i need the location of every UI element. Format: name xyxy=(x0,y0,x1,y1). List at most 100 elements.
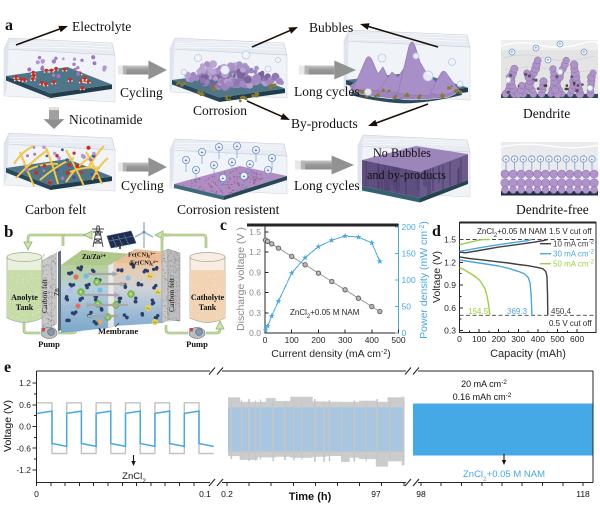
svg-text:0.3: 0.3 xyxy=(444,326,456,336)
svg-text:Dendrite: Dendrite xyxy=(523,106,570,121)
svg-text:500: 500 xyxy=(391,335,405,345)
svg-text:-1.2: -1.2 xyxy=(16,465,31,475)
svg-text:a: a xyxy=(5,17,13,34)
svg-text:+: + xyxy=(556,157,559,162)
svg-text:+: + xyxy=(236,144,239,150)
svg-text:Carbon felt: Carbon felt xyxy=(40,278,49,313)
svg-text:Time (h): Time (h) xyxy=(289,491,332,503)
svg-text:0.3: 0.3 xyxy=(249,308,261,318)
svg-text:Dendrite-free: Dendrite-free xyxy=(516,202,589,217)
svg-text:300: 300 xyxy=(511,334,525,344)
svg-text:0: 0 xyxy=(457,334,462,344)
svg-text:400: 400 xyxy=(531,334,545,344)
svg-text:Pump: Pump xyxy=(38,339,60,349)
svg-text:Tank: Tank xyxy=(199,303,217,312)
svg-text:+: + xyxy=(547,58,550,63)
svg-text:369.3: 369.3 xyxy=(507,307,528,316)
svg-text:+: + xyxy=(195,168,198,174)
svg-text:+: + xyxy=(511,50,514,55)
svg-text:50: 50 xyxy=(402,302,412,312)
svg-text:1.2: 1.2 xyxy=(444,257,456,267)
svg-text:150: 150 xyxy=(402,249,416,259)
svg-text:0: 0 xyxy=(263,335,268,345)
svg-text:Long cycles: Long cycles xyxy=(294,178,360,193)
svg-text:118: 118 xyxy=(576,489,590,499)
svg-text:0: 0 xyxy=(34,489,39,499)
svg-text:+: + xyxy=(582,157,585,162)
svg-text:Nicotinamide: Nicotinamide xyxy=(69,112,142,127)
svg-text:1.2: 1.2 xyxy=(19,378,31,388)
svg-text:-0.6: -0.6 xyxy=(16,443,31,453)
svg-text:+: + xyxy=(513,157,516,162)
svg-text:Fe(CN)₆³⁻: Fe(CN)₆³⁻ xyxy=(128,252,155,259)
svg-text:0.16 mAh cm-2: 0.16 mAh cm-2 xyxy=(453,392,512,403)
svg-text:Catholyte: Catholyte xyxy=(191,293,225,302)
svg-text:100: 100 xyxy=(285,335,299,345)
svg-text:Capacity (mAh): Capacity (mAh) xyxy=(490,348,566,360)
svg-text:+: + xyxy=(213,163,216,169)
svg-text:0.2: 0.2 xyxy=(221,489,233,499)
svg-text:200: 200 xyxy=(402,222,416,232)
svg-text:+: + xyxy=(218,145,221,151)
svg-text:K: K xyxy=(79,290,82,295)
svg-text:+: + xyxy=(583,50,586,55)
svg-text:Current density (mA cm-2): Current density (mA cm-2) xyxy=(271,348,390,360)
svg-text:+: + xyxy=(505,157,508,162)
svg-text:Fe: Fe xyxy=(153,320,157,324)
svg-text:and by-products: and by-products xyxy=(367,168,446,182)
svg-text:154.5: 154.5 xyxy=(468,307,489,316)
svg-text:Carbon felt: Carbon felt xyxy=(25,202,86,217)
svg-text:0.6: 0.6 xyxy=(444,303,456,313)
svg-text:+: + xyxy=(565,157,568,162)
svg-text:Voltage (V): Voltage (V) xyxy=(2,400,14,452)
svg-text:+: + xyxy=(573,157,576,162)
svg-text:1.5 V cut off: 1.5 V cut off xyxy=(549,227,592,236)
svg-text:Zn: Zn xyxy=(53,288,61,296)
svg-text:1.5: 1.5 xyxy=(249,227,261,237)
svg-text:300: 300 xyxy=(338,335,352,345)
svg-text:Tank: Tank xyxy=(16,303,34,312)
svg-text:/Fe(CN)₆⁴⁻: /Fe(CN)₆⁴⁻ xyxy=(128,260,158,267)
svg-text:Zn/Zn²⁺: Zn/Zn²⁺ xyxy=(82,254,107,261)
svg-text:+: + xyxy=(539,157,542,162)
svg-text:0: 0 xyxy=(402,328,407,338)
svg-text:+: + xyxy=(185,158,188,164)
svg-text:+: + xyxy=(591,157,594,162)
svg-text:K: K xyxy=(129,292,132,297)
svg-text:100: 100 xyxy=(472,334,486,344)
svg-text:200: 200 xyxy=(311,335,325,345)
svg-text:Voltage (V): Voltage (V) xyxy=(431,251,443,303)
svg-text:10 mA cm-2: 10 mA cm-2 xyxy=(553,240,595,249)
svg-text:1.5: 1.5 xyxy=(444,235,456,245)
svg-text:+: + xyxy=(201,150,204,156)
svg-text:Discharge voltage (V ): Discharge voltage (V ) xyxy=(235,227,247,331)
svg-text:Fe: Fe xyxy=(146,306,150,310)
svg-text:97: 97 xyxy=(371,489,381,499)
svg-text:Fe: Fe xyxy=(148,274,152,278)
svg-text:+: + xyxy=(271,156,274,162)
svg-text:Corrosion: Corrosion xyxy=(193,103,247,118)
svg-text:Cycling: Cycling xyxy=(121,178,164,193)
svg-text:d: d xyxy=(432,223,441,240)
svg-text:Anolyte: Anolyte xyxy=(11,293,38,302)
svg-text:0.6: 0.6 xyxy=(249,288,261,298)
svg-text:100: 100 xyxy=(402,275,416,285)
svg-text:K: K xyxy=(106,315,109,320)
svg-text:Pump: Pump xyxy=(186,339,208,349)
svg-text:No Bubbles: No Bubbles xyxy=(373,146,431,160)
svg-text:+: + xyxy=(548,157,551,162)
svg-text:Power density (mW cm-2): Power density (mW cm-2) xyxy=(418,221,430,339)
svg-text:+: + xyxy=(231,160,234,166)
svg-text:+: + xyxy=(222,176,225,182)
svg-text:Long cycles: Long cycles xyxy=(294,84,360,99)
svg-text:Carbon felt: Carbon felt xyxy=(167,277,176,312)
svg-text:By-products: By-products xyxy=(291,116,358,131)
svg-text:0.9: 0.9 xyxy=(249,267,261,277)
svg-text:200: 200 xyxy=(492,334,506,344)
svg-text:500: 500 xyxy=(550,334,564,344)
svg-text:0.1: 0.1 xyxy=(199,489,211,499)
svg-text:Corrosion resistent: Corrosion resistent xyxy=(177,202,280,217)
svg-text:+: + xyxy=(267,168,270,174)
svg-text:98: 98 xyxy=(416,489,426,499)
svg-text:+: + xyxy=(243,174,246,180)
